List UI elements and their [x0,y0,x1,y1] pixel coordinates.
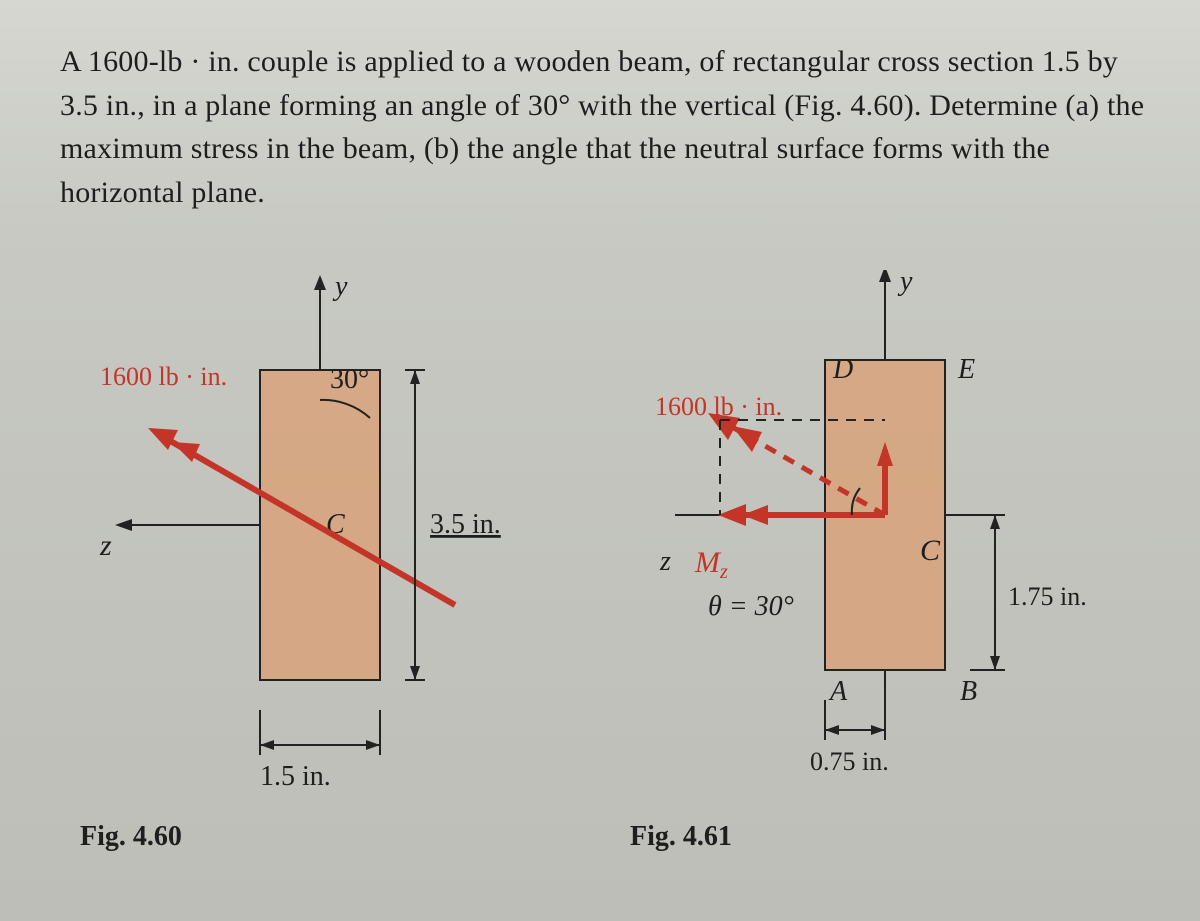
fig461-label: Fig. 4.61 [630,821,732,852]
corner-D: D [832,354,853,385]
couple-label: 1600 lb · in. [100,362,227,391]
dim-hw-arr-r [871,725,885,735]
dim-hh-arr-b [990,656,1000,670]
dim-hh-arr-t [990,515,1000,529]
figures-area: y z C 1600 lb · in. 30° 3.5 in. [60,270,1160,921]
y-axis-label-2: y [897,270,913,297]
couple-arrowhead [148,428,178,450]
fig460-label: Fig. 4.60 [80,821,182,852]
corner-B: B [960,676,977,707]
figure-4-60: y z C 1600 lb · in. 30° 3.5 in. [60,270,580,890]
mz-arrowhead [718,504,746,526]
problem-statement: A 1600-lb · in. couple is applied to a w… [60,40,1160,214]
corner-A: A [828,676,848,707]
dim-h-arr-top [410,370,420,384]
corner-E: E [957,354,975,385]
dim-w-arr-r [366,740,380,750]
y-axis-label: y [332,271,348,302]
moment-arrowhead-2 [732,426,762,452]
dim-hw-arr-l [825,725,839,735]
y-axis-arrow-2 [879,270,891,282]
mz-label: Mz [694,546,728,583]
dim-h-arr-bot [410,666,420,680]
half-height-label: 1.75 in. [1008,582,1087,611]
center-label-2: C [920,534,941,567]
y-axis-arrow [314,275,326,290]
width-dim-label: 1.5 in. [260,761,331,792]
half-width-label: 0.75 in. [810,747,889,776]
theta-label: θ = 30° [708,591,794,622]
z-axis-label-2: z [659,546,671,577]
height-dim-label: 3.5 in. [430,509,501,540]
angle-label: 30° [330,364,369,395]
z-axis-arrow [115,519,132,531]
figure-4-61: y z C 1600 lb · in. Mz [600,270,1160,890]
couple-label-2: 1600 lb · in. [655,392,782,421]
z-axis-label: z [99,529,112,562]
dim-w-arr-l [260,740,274,750]
